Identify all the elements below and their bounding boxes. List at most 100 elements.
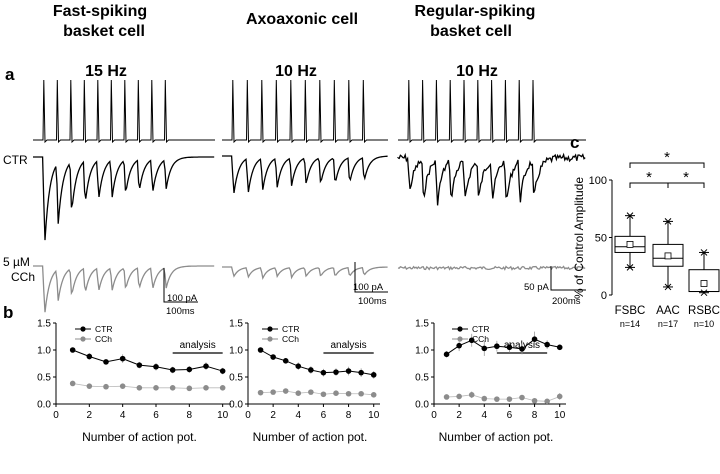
scalebar-rsbc-time: 200ms: [552, 296, 581, 307]
fsbc-title-line2: basket cell: [63, 23, 145, 40]
data-point-CCh: [370, 392, 377, 398]
data-point-CCh: [333, 390, 339, 397]
series-line-CCh: [446, 394, 560, 402]
y-tick-label: 1.5: [37, 319, 51, 330]
legend-label: CCh: [282, 334, 299, 344]
box-RSBC: RSBC n=10: [688, 249, 720, 329]
significance-star: *: [646, 169, 652, 186]
fsbc-title-line1: Fast-spiking: [53, 3, 147, 20]
data-point-CTR: [320, 369, 327, 376]
legend-marker: [80, 336, 86, 342]
data-point-CTR: [358, 369, 364, 376]
data-point-CTR: [345, 368, 352, 374]
y-tick-label: 1.0: [37, 346, 51, 357]
data-point-CTR: [443, 351, 450, 358]
x-tick-label: 6: [507, 410, 513, 421]
fsbc-frequency: 15 Hz: [85, 63, 127, 80]
aac-frequency: 10 Hz: [275, 63, 317, 80]
data-point-CTR: [556, 344, 563, 351]
significance-brackets: * * *: [629, 149, 705, 188]
panel-label-c: c: [570, 133, 579, 152]
data-point-CCh: [481, 395, 488, 402]
x-tick-label: 8: [346, 410, 352, 421]
data-point-CTR: [282, 358, 289, 364]
data-point-CTR: [119, 355, 126, 362]
significance-star: *: [664, 149, 670, 166]
aac-title: Axoaxonic cell: [246, 11, 358, 28]
extreme-marker: [664, 283, 672, 291]
x-tick-label: 8: [532, 410, 538, 421]
x-tick-label: 10: [368, 410, 380, 421]
data-point-CTR: [544, 341, 550, 348]
rsbc-cch-current: [397, 265, 586, 271]
data-point-CCh: [506, 396, 513, 402]
scalebar-fsbc-amp: 100 pA: [167, 293, 198, 304]
data-point-CTR: [333, 369, 339, 375]
x-tick-label: 6: [321, 410, 327, 421]
x-axis-label: Number of action pot.: [253, 430, 368, 444]
box-FSBC: FSBC n=14: [614, 212, 646, 329]
series-line-CTR: [260, 349, 374, 376]
y-axis-label: % of Control Amplitude: [572, 177, 586, 299]
legend-label: CCh: [95, 334, 112, 344]
data-point-CTR: [308, 367, 314, 373]
data-point-CTR: [481, 345, 488, 352]
scalebar-fsbc: 100 pA 100ms: [163, 268, 198, 317]
scalebar-aac-time: 100ms: [358, 296, 387, 307]
data-point-CTR: [186, 366, 193, 373]
rsbc-spike-train: [398, 79, 586, 144]
rsbc-title-line2: basket cell: [430, 23, 512, 40]
n-label: n=10: [694, 319, 714, 329]
extreme-marker: [700, 289, 708, 297]
mean-marker: [626, 240, 634, 248]
data-point-CCh: [153, 385, 159, 391]
x-tick-label: 2: [456, 410, 462, 421]
y-tick-label: 0.0: [37, 400, 51, 411]
aac-ctr-current: [222, 155, 388, 193]
data-point-CTR: [153, 363, 159, 370]
x-tick-label: 6: [153, 410, 159, 421]
bracket: [667, 182, 705, 188]
x-tick-label: 8: [187, 410, 193, 421]
y-tick-label: 0.5: [415, 373, 429, 384]
x-tick-label: 4: [482, 410, 488, 421]
data-point-CCh: [136, 385, 143, 391]
legend-marker: [267, 326, 273, 332]
y-tick-label: 1.0: [229, 346, 243, 357]
scalebar-rsbc-amp: 50 pA: [524, 282, 549, 293]
y-tick-label: 1.0: [415, 346, 429, 357]
data-point-CTR: [86, 353, 93, 360]
y-tick-label: 0.0: [229, 400, 243, 411]
rsbc-frequency: 10 Hz: [456, 63, 498, 80]
rsbc-ctr-current: [397, 152, 586, 206]
scalebar-aac-amp: 100 pA: [353, 282, 384, 293]
data-point-CTR: [219, 368, 226, 374]
legend-label: CTR: [472, 324, 489, 334]
n-label: n=14: [620, 319, 640, 329]
data-point-CCh: [456, 393, 462, 400]
legend-marker: [457, 336, 463, 342]
box-AAC: AAC n=17: [652, 218, 684, 329]
y-tick-label: 0.5: [229, 373, 243, 384]
x-tick-label: 4: [120, 410, 126, 421]
y-tick-label: 0.5: [37, 373, 51, 384]
data-point-CTR: [494, 343, 500, 350]
x-axis-label: Number of action pot.: [439, 430, 554, 444]
aac-cch-current: [222, 266, 388, 281]
legend-label: CTR: [282, 324, 299, 334]
y-tick-label: 0.0: [415, 400, 429, 411]
data-point-CTR: [203, 363, 209, 370]
aac-spike-train: [222, 79, 388, 144]
data-point-CCh: [443, 394, 450, 400]
data-point-CCh: [69, 380, 76, 387]
category-label: FSBC: [615, 305, 646, 317]
data-point-CTR: [270, 354, 276, 360]
data-point-CTR: [136, 362, 143, 368]
x-tick-label: 2: [270, 410, 276, 421]
scalebar-fsbc-time: 100ms: [166, 306, 195, 317]
rsbc-title-line1: Regular-spiking: [415, 3, 536, 20]
data-point-CCh: [358, 390, 364, 397]
ctr-row-label: CTR: [3, 153, 28, 167]
